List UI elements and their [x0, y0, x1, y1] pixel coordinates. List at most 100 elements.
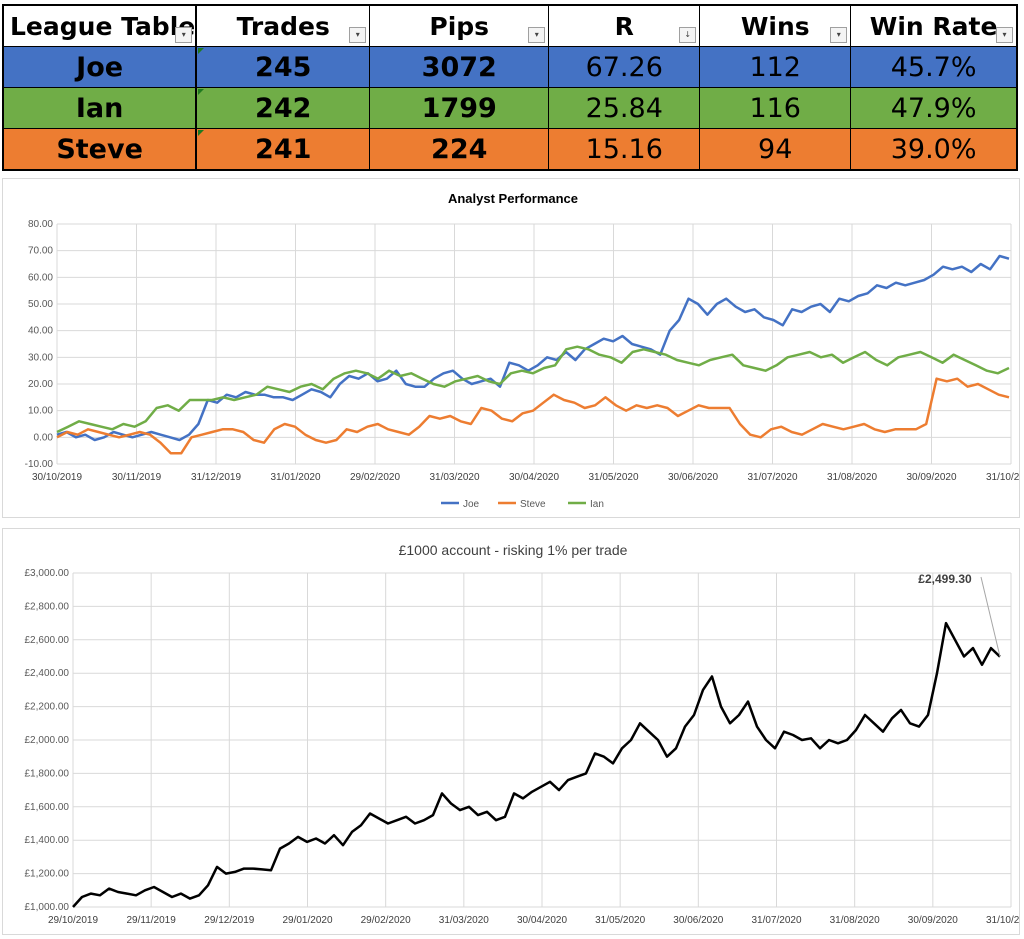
y-tick-label: £2,600.00	[25, 635, 70, 646]
analyst-name[interactable]: Joe	[1, 46, 198, 88]
series-line-steve	[56, 377, 1010, 455]
legend-label-ian: Ian	[590, 499, 604, 510]
y-tick-label: £2,800.00	[25, 601, 70, 612]
legend-label-steve: Steve	[520, 499, 546, 510]
account-growth-svg: £1000 account - risking 1% per trade £1,0…	[25, 542, 1024, 926]
x-tick-label: 31/08/2020	[830, 915, 880, 926]
x-tick-label: 31/05/2020	[588, 472, 638, 483]
y-tick-label: -10.00	[25, 459, 54, 470]
y-tick-label: £1,800.00	[25, 768, 70, 779]
y-tick-label: 60.00	[28, 272, 53, 283]
header-pips: Pips ▾	[369, 4, 550, 47]
r-cell[interactable]: 67.26	[548, 46, 701, 88]
table-row: Joe 245 3072 67.26 112 45.7%	[1, 46, 1019, 88]
x-tick-label: 30/11/2019	[112, 472, 162, 483]
x-tick-label: 31/03/2020	[439, 915, 489, 926]
win-rate-cell[interactable]: 39.0%	[850, 128, 1019, 171]
x-tick-label: 30/09/2020	[908, 915, 958, 926]
trades-cell[interactable]: 242	[195, 87, 371, 129]
filter-dropdown-icon[interactable]: ▾	[349, 27, 367, 43]
annotation-label: £2,499.30	[918, 572, 972, 586]
trades-cell[interactable]: 241	[195, 128, 371, 171]
y-tick-label: £1,400.00	[25, 835, 70, 846]
trades-cell[interactable]: 245	[195, 46, 371, 88]
y-tick-label: £1,000.00	[25, 902, 70, 913]
x-tick-label: 30/09/2020	[906, 472, 956, 483]
y-tick-label: £1,200.00	[25, 869, 70, 880]
analyst-name[interactable]: Steve	[1, 128, 198, 171]
x-tick-label: 31/12/2019	[191, 472, 241, 483]
y-tick-label: 30.00	[28, 352, 53, 363]
filter-dropdown-icon[interactable]: ▾	[175, 27, 193, 43]
win-rate-cell[interactable]: 47.9%	[850, 87, 1019, 129]
x-tick-label: 29/11/2019	[127, 915, 177, 926]
y-tick-label: 50.00	[28, 299, 53, 310]
wins-cell[interactable]: 94	[699, 128, 852, 171]
trades-value: 245	[255, 51, 312, 83]
y-tick-label: 80.00	[28, 219, 53, 230]
y-tick-label: 70.00	[28, 246, 53, 257]
y-tick-label: 10.00	[28, 406, 53, 417]
x-tick-label: 31/03/2020	[429, 472, 479, 483]
header-league-table: League Table ▾	[1, 4, 198, 47]
legend-label-joe: Joe	[463, 499, 480, 510]
header-label: Pips	[429, 11, 490, 41]
y-tick-label: 20.00	[28, 379, 53, 390]
x-tick-label: 31/10/2020	[986, 472, 1019, 483]
x-tick-label: 30/06/2020	[673, 915, 723, 926]
table-row: Ian 242 1799 25.84 116 47.9%	[1, 87, 1019, 129]
y-tick-label: £2,400.00	[25, 668, 70, 679]
pips-cell[interactable]: 224	[369, 128, 550, 171]
x-tick-label: 29/12/2019	[204, 915, 254, 926]
y-tick-label: 0.00	[34, 432, 54, 443]
y-tick-label: £2,000.00	[25, 735, 70, 746]
r-cell[interactable]: 15.16	[548, 128, 701, 171]
analyst-name[interactable]: Ian	[1, 87, 198, 129]
header-r: R ↓	[548, 4, 701, 47]
series-line-account	[72, 621, 1001, 908]
filter-dropdown-icon[interactable]: ▾	[996, 27, 1013, 43]
header-label: Wins	[740, 11, 810, 41]
comment-indicator-icon	[198, 48, 205, 54]
header-label: R	[614, 11, 634, 41]
header-label: League Table	[10, 11, 196, 41]
header-win-rate: Win Rate ▾	[850, 4, 1019, 47]
x-tick-label: 31/07/2020	[747, 472, 797, 483]
chart-title: £1000 account - risking 1% per trade	[399, 542, 628, 558]
header-wins: Wins ▾	[699, 4, 852, 47]
x-tick-label: 31/07/2020	[751, 915, 801, 926]
filter-dropdown-icon[interactable]: ▾	[528, 27, 546, 43]
filter-dropdown-icon[interactable]: ▾	[830, 27, 848, 43]
series-line-ian	[56, 345, 1010, 434]
header-label: Trades	[236, 11, 330, 41]
analyst-performance-chart[interactable]: Analyst Performance -10.00 0.00 10.00 20.00 3…	[2, 178, 1024, 518]
x-tick-label: 31/08/2020	[827, 472, 877, 483]
wins-cell[interactable]: 112	[699, 46, 852, 88]
series-line-joe	[56, 254, 1010, 442]
pips-cell[interactable]: 3072	[369, 46, 550, 88]
x-tick-label: 31/01/2020	[270, 472, 320, 483]
x-tick-label: 29/01/2020	[282, 915, 332, 926]
wins-cell[interactable]: 116	[699, 87, 852, 129]
x-tick-label: 30/04/2020	[517, 915, 567, 926]
r-cell[interactable]: 25.84	[548, 87, 701, 129]
account-growth-chart[interactable]: £1000 account - risking 1% per trade £1,0…	[2, 528, 1024, 935]
x-tick-label: 30/04/2020	[509, 472, 559, 483]
win-rate-cell[interactable]: 45.7%	[850, 46, 1019, 88]
trades-value: 242	[255, 92, 312, 124]
x-tick-label: 29/02/2020	[361, 915, 411, 926]
chart-title: Analyst Performance	[448, 191, 578, 206]
sort-descending-icon[interactable]: ↓	[679, 27, 697, 43]
pips-cell[interactable]: 1799	[369, 87, 550, 129]
x-tick-label: 30/10/2019	[32, 472, 82, 483]
comment-indicator-icon	[198, 130, 205, 136]
trades-value: 241	[255, 133, 312, 165]
analyst-performance-svg: Analyst Performance -10.00 0.00 10.00 20.00 3…	[25, 191, 1024, 510]
y-tick-label: 40.00	[28, 326, 53, 337]
header-trades: Trades ▾	[195, 4, 371, 47]
annotation-leader-line	[980, 576, 1001, 657]
comment-indicator-icon	[198, 89, 205, 95]
league-table: League Table ▾ Trades ▾ Pips ▾ R ↓ Wins ▾ Win…	[1, 4, 1019, 171]
x-tick-label: 31/05/2020	[595, 915, 645, 926]
y-tick-label: £1,600.00	[25, 802, 70, 813]
